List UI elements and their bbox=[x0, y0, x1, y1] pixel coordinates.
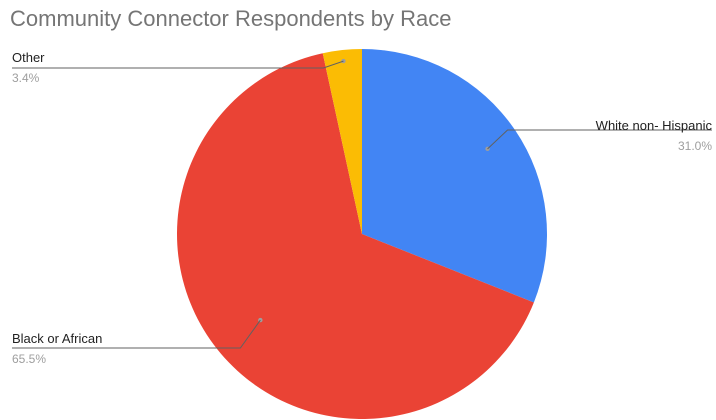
pie-slice-white-non-hispanic bbox=[362, 49, 547, 303]
slice-labels: White non- Hispanic 31.0% Black or African… bbox=[12, 50, 712, 366]
slice-percent-label: 3.4% bbox=[12, 71, 40, 85]
leader-line bbox=[12, 319, 261, 349]
slice-percent-label: 31.0% bbox=[678, 139, 712, 153]
leader-line bbox=[487, 129, 712, 150]
slice-label: Black or African bbox=[12, 331, 102, 346]
pie-slices bbox=[177, 49, 547, 420]
pie-slice-other bbox=[322, 49, 362, 234]
pie-slice-black-or-african bbox=[177, 53, 534, 420]
chart-title: Community Connector Respondents by Race bbox=[10, 6, 452, 31]
slice-label: White non- Hispanic bbox=[596, 118, 713, 133]
leader-line bbox=[12, 60, 344, 69]
slice-label: Other bbox=[12, 50, 45, 65]
slice-percent-label: 65.5% bbox=[12, 352, 46, 366]
